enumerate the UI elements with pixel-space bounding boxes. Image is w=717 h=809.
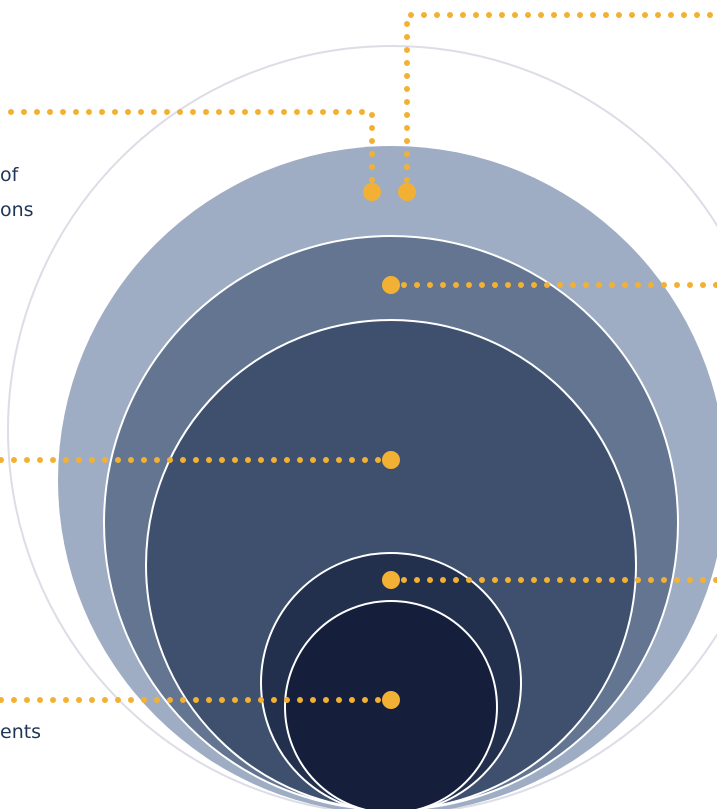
marker-dot-top-right — [398, 183, 416, 201]
outer-boundary-ring — [7, 45, 717, 809]
label-bottom-left: ents — [0, 721, 42, 743]
marker-dot-top-left — [363, 183, 381, 201]
connector-top-left — [0, 109, 375, 183]
marker-dot-layer-2 — [382, 276, 400, 294]
marker-dot-layer-4 — [382, 571, 400, 589]
label-top-left-line-2: ons — [0, 199, 34, 221]
marker-dot-layer-5 — [382, 691, 400, 709]
marker-dot-layer-3 — [382, 451, 400, 469]
label-top-left-line-1: of — [0, 164, 19, 186]
connector-top-right — [404, 12, 717, 183]
